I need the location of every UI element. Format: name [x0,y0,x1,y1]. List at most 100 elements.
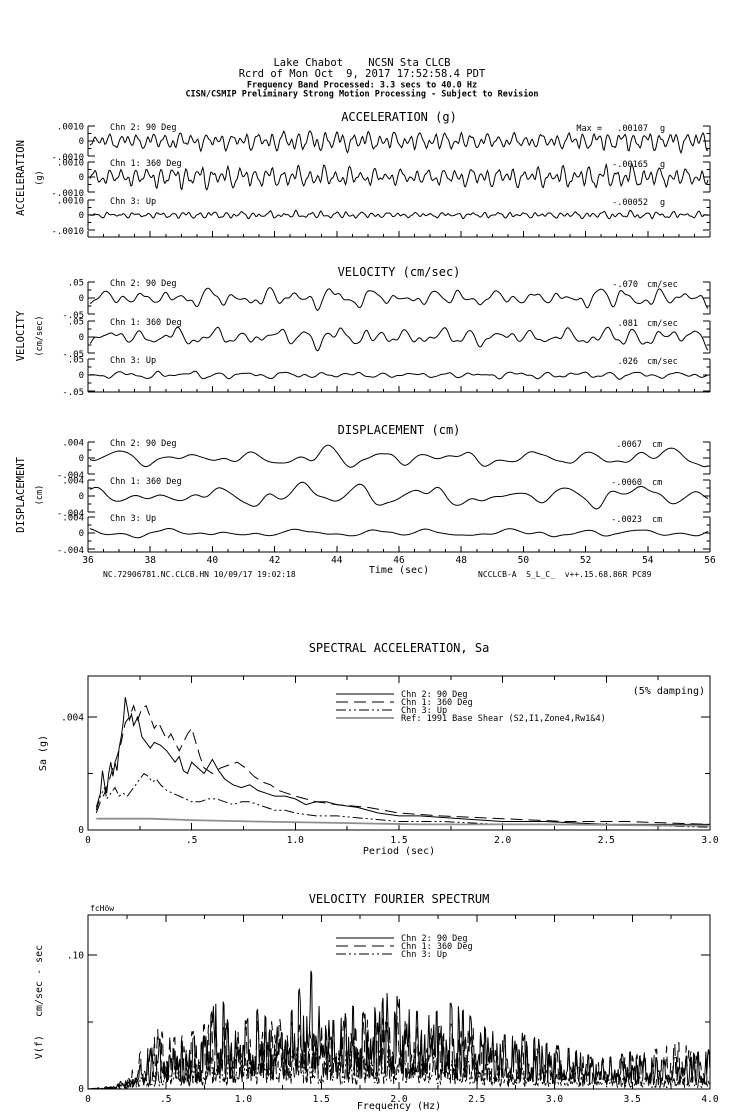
acceleration-ytick-top-label: .0010 [57,123,84,133]
displacement-channel-label: Chn 3: Up [110,514,156,524]
acceleration-ytick-top-label: .0010 [57,159,84,169]
velocity-axis-unit: (cm/sec) [35,316,45,357]
acceleration-peak-unit: g [660,198,665,208]
spectral_acceleration-legend-label: Chn 3: Up [401,706,447,716]
frequency-axis-label: Frequency (Hz) [357,1101,441,1112]
velocity-ytick-bottom-label: -.05 [62,350,84,360]
displacement-ytick-bottom-label: -.004 [57,546,84,556]
time-tick-label: 44 [331,555,343,566]
spectral_acceleration-series-2-trace [95,704,711,825]
spectral_acceleration-legend-label: Chn 2: 90 Deg [401,690,468,700]
displacement-chn1-trace [89,444,709,468]
velocity-peak-value: .081 [618,319,638,329]
time-tick-label: 56 [704,555,716,566]
acceleration-peak-value: -.00165 [612,160,648,170]
fourier-y-axis-label: V(f) cm/sec - sec [34,945,45,1059]
displacement-axis-unit: (cm) [35,485,45,505]
velocity-channel-label: Chn 2: 90 Deg [110,279,177,289]
time-tick-label: 36 [82,555,94,566]
sa-y-axis-label: Sa (g) [38,735,49,771]
displacement-peak-unit: cm [652,440,662,450]
velocity_fourier_spectrum-xtick-label: 3.5 [624,1094,641,1105]
displacement-ytick-bottom-label: -.004 [57,471,84,481]
time-tick-label: 52 [580,555,591,566]
velocity-ytick-zero-label: 0 [79,333,84,343]
time-tick-label: 48 [455,555,467,566]
velocity-peak-unit: cm/sec [647,319,678,329]
acceleration-peak-unit: g [660,124,665,134]
fourier-chart-title: VELOCITY FOURIER SPECTRUM [309,892,490,906]
spectral_acceleration-ytick-label: .004 [61,713,84,724]
displacement-peak-unit: cm [652,478,662,488]
velocity-ytick-bottom-label: -.05 [62,311,84,321]
spectral_acceleration-xtick-label: 1.5 [390,835,407,846]
velocity-ytick-zero-label: 0 [79,371,84,381]
velocity-panel-title: VELOCITY (cm/sec) [338,265,461,279]
velocity-peak-value: -.070 [612,280,638,290]
record-id-footer: NC.72906781.NC.CLCB.HN 10/09/17 19:02:18 [103,570,296,579]
spectral_acceleration-frame [87,675,711,831]
damping-note: (5% damping) [633,686,705,697]
displacement-channel-label: Chn 2: 90 Deg [110,439,177,449]
displacement-peak-value: .0067 [616,440,642,450]
velocity_fourier_spectrum-xtick-label: 4.0 [701,1094,718,1105]
displacement-ytick-bottom-label: -.004 [57,509,84,519]
acceleration-ytick-zero-label: 0 [79,211,84,221]
acceleration-ytick-bottom-label: -.0010 [51,153,84,163]
velocity-channel-label: Chn 1: 360 Deg [110,318,182,328]
time-tick-label: 54 [642,555,654,566]
acceleration-channel-label: Chn 2: 90 Deg [110,123,177,133]
velocity-axis-label: VELOCITY [15,310,27,361]
frequency-band-note: Frequency Band Processed: 3.3 secs to 40… [247,81,477,91]
velocity_fourier_spectrum-series-3-trace [87,1046,711,1090]
acceleration-panel-title: ACCELERATION (g) [341,110,457,124]
velocity_fourier_spectrum-xtick-label: .5 [160,1094,171,1105]
velocity_fourier_spectrum-xtick-label: 1.0 [235,1094,252,1105]
velocity-ytick-top-label: .05 [68,318,84,328]
acceleration-axis-label: ACCELERATION [15,140,27,216]
velocity-chn3-trace [89,370,709,380]
velocity-ytick-bottom-label: -.05 [62,388,84,398]
acceleration-axis-unit: (g) [35,170,45,185]
period-axis-label: Period (sec) [363,846,435,857]
spectral_acceleration-xtick-label: 0 [85,835,91,846]
velocity_fourier_spectrum-xtick-label: 2.5 [468,1094,485,1105]
velocity-ytick-zero-label: 0 [79,294,84,304]
displacement-panel-title: DISPLACEMENT (cm) [338,423,461,437]
time-tick-label: 38 [144,555,156,566]
displacement-ytick-top-label: .004 [62,514,84,524]
acceleration-peak-unit: g [660,160,665,170]
spectral_acceleration-xtick-label: .5 [186,835,197,846]
velocity_fourier_spectrum-xtick-label: 0 [85,1094,91,1105]
acceleration-peak-value: -.00052 [612,198,648,208]
acceleration-ytick-top-label: .0010 [57,197,84,207]
displacement-axis-label: DISPLACEMENT [15,456,27,533]
velocity_fourier_spectrum-legend-label: Chn 1: 360 Deg [401,942,473,952]
velocity-peak-unit: cm/sec [647,357,678,367]
spectral_acceleration-legend-label: Chn 1: 360 Deg [401,698,473,708]
spectral_acceleration-xtick-label: 2.5 [598,835,615,846]
spectral_acceleration-xtick-label: 2.0 [494,835,511,846]
displacement-peak-value: -.0023 [611,515,642,525]
velocity-ytick-top-label: .05 [68,356,84,366]
velocity_fourier_spectrum-xtick-label: 3.0 [546,1094,563,1105]
spectral_acceleration-legend-label: Ref: 1991 Base Shear (S2,I1,Zone4,Rw1&4) [401,714,606,724]
time-tick-label: 50 [518,555,530,566]
velocity_fourier_spectrum-xtick-label: 1.5 [313,1094,330,1105]
displacement-peak-value: -.0060 [611,478,642,488]
velocity_fourier_spectrum-legend-label: Chn 3: Up [401,950,447,960]
acceleration-ytick-zero-label: 0 [79,173,84,183]
record-timestamp: Rcrd of Mon Oct 9, 2017 17:52:58.4 PDT [239,68,486,80]
velocity-peak-unit: cm/sec [647,280,678,290]
sa-chart-title: SPECTRAL ACCELERATION, Sa [309,641,490,655]
acceleration-ytick-bottom-label: -.0010 [51,189,84,199]
acceleration-channel-label: Chn 1: 360 Deg [110,159,182,169]
velocity-channel-label: Chn 3: Up [110,356,156,366]
spectral_acceleration-yzero-label: 0 [78,825,84,836]
acceleration-chn2-trace [89,162,709,191]
spectral_acceleration-series-4-trace [96,817,711,827]
displacement-ytick-zero-label: 0 [79,492,84,502]
time-tick-label: 40 [207,555,219,566]
